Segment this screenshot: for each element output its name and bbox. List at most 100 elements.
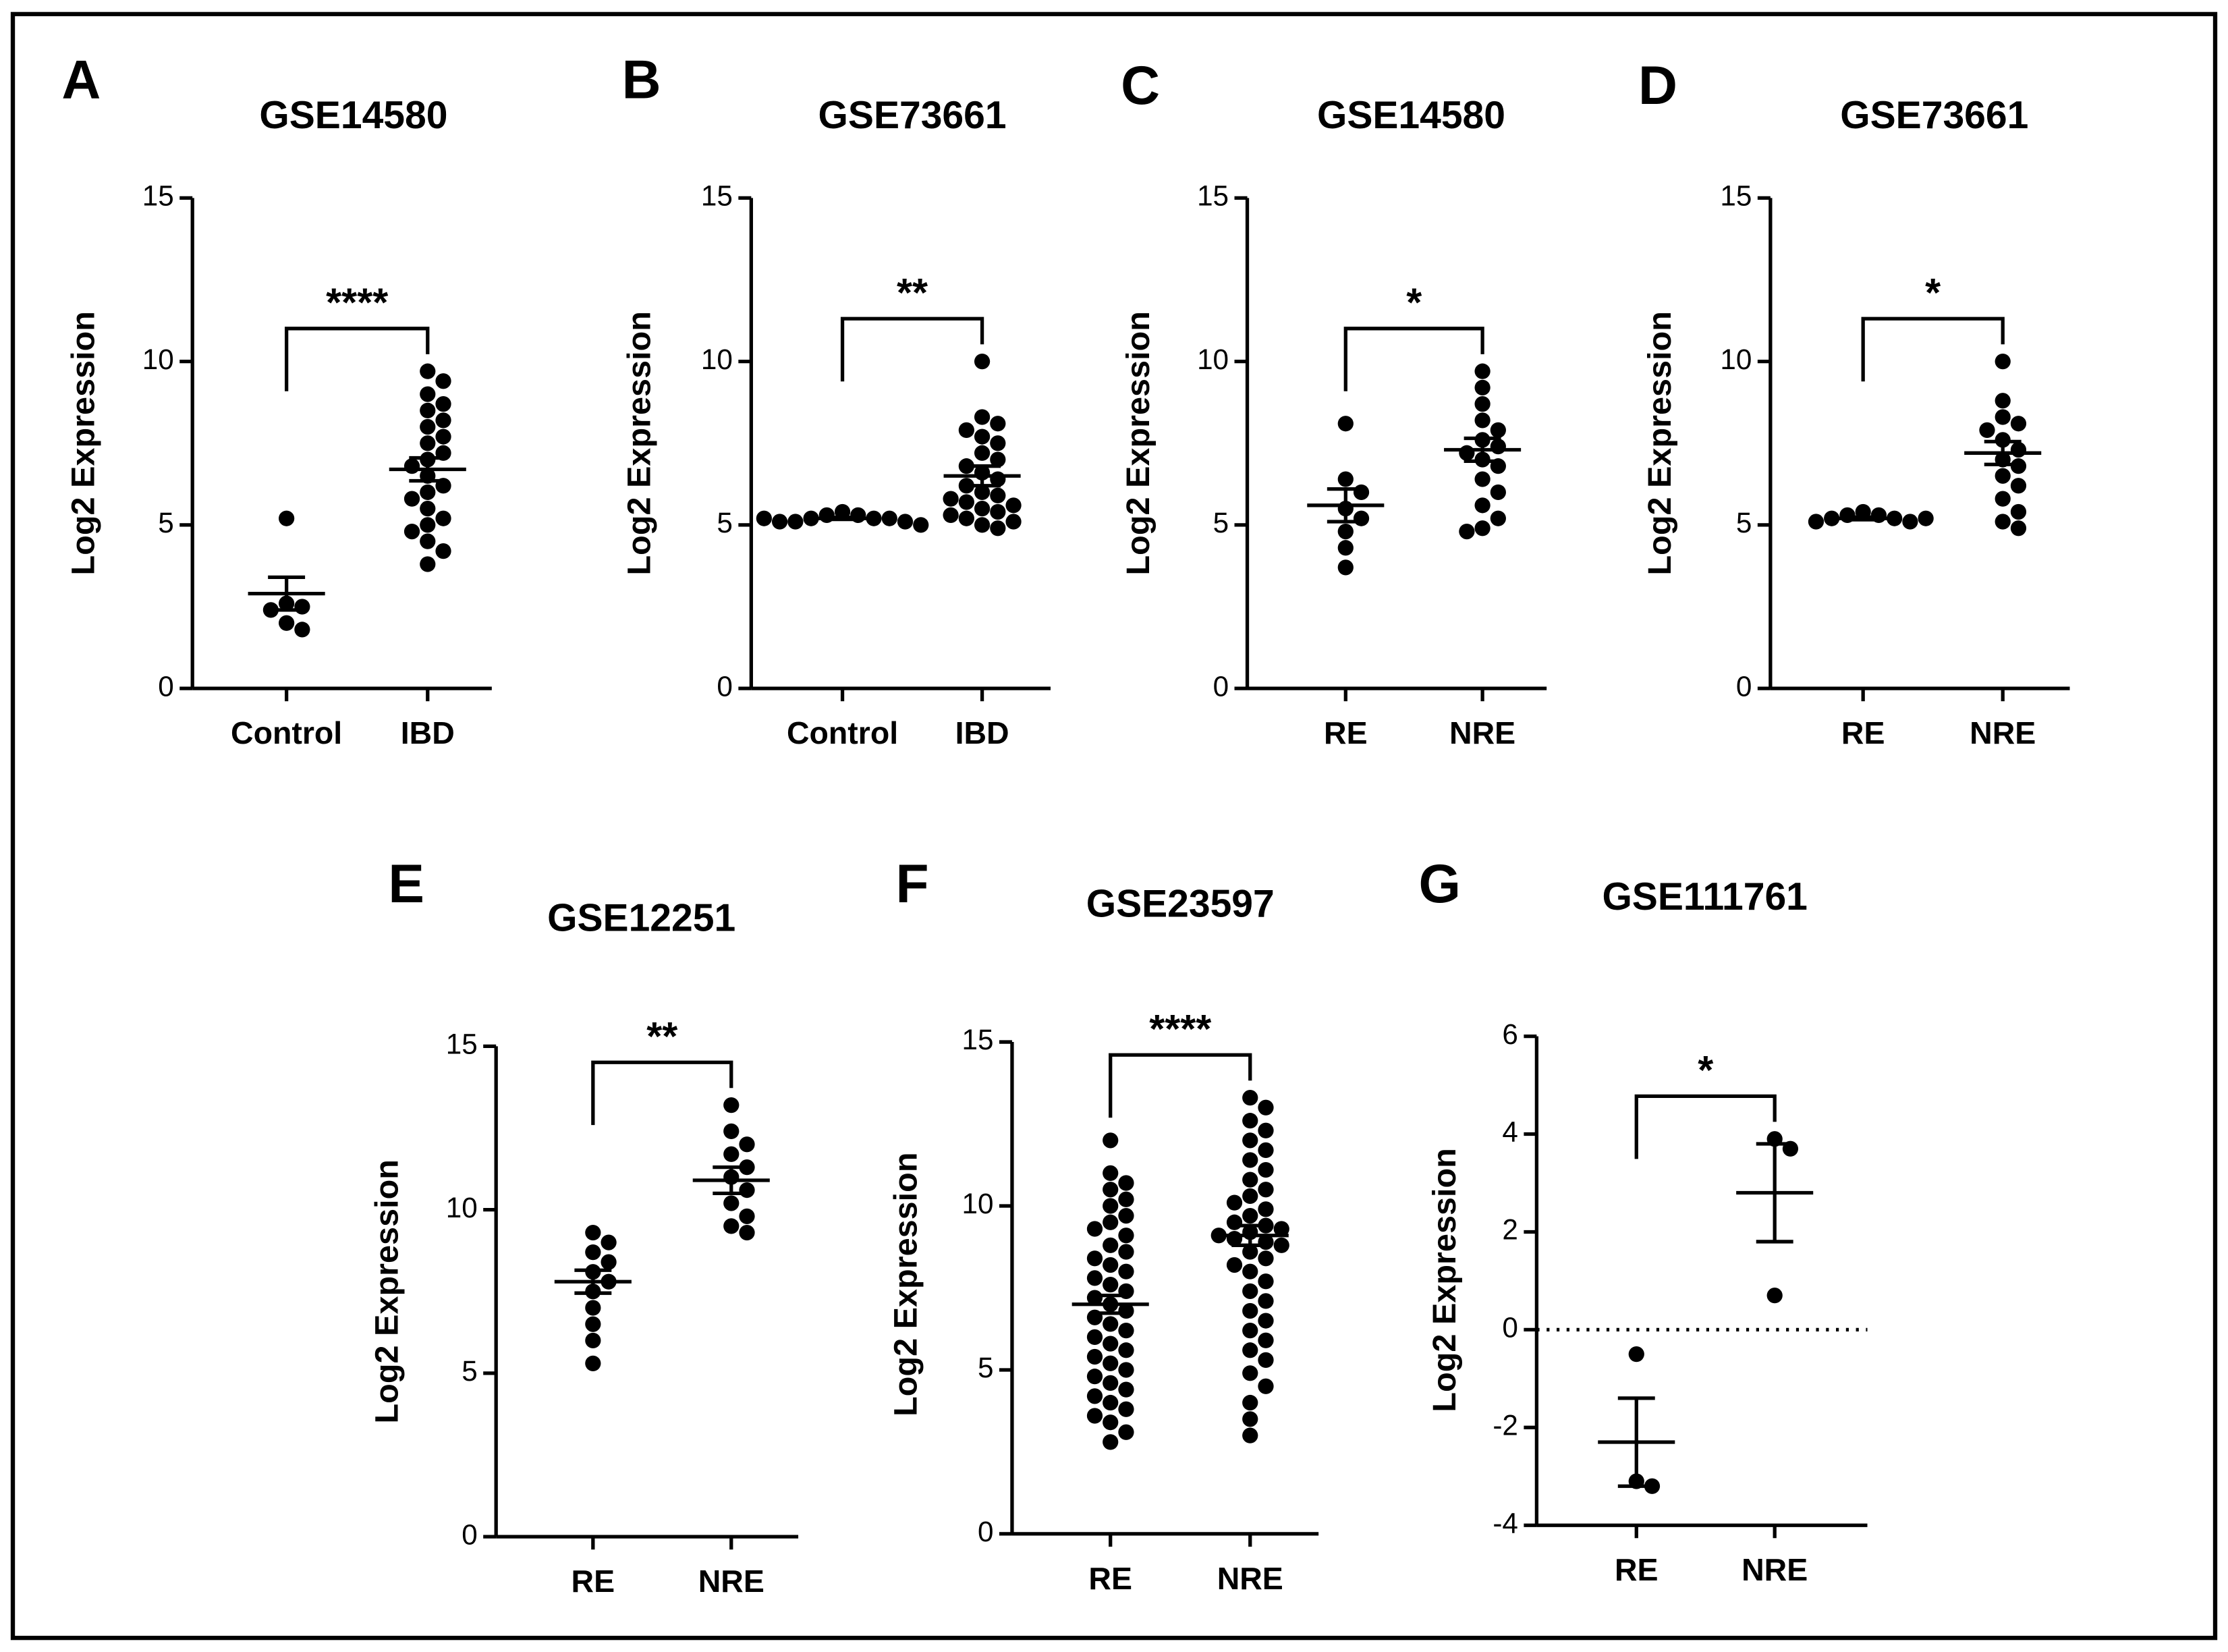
y-tick-label: 15 — [1720, 180, 1752, 212]
data-point — [1103, 1414, 1119, 1431]
data-point — [1086, 1250, 1103, 1267]
x-tick-label: Control — [787, 715, 898, 750]
data-point — [1103, 1336, 1119, 1352]
panel-letter: C — [1121, 55, 1160, 116]
sem-bar — [268, 575, 306, 612]
y-tick-label: -4 — [1493, 1507, 1518, 1539]
data-point — [990, 416, 1006, 432]
data-point — [1118, 1323, 1134, 1339]
data-point — [1118, 1424, 1134, 1440]
data-point — [1258, 1201, 1274, 1217]
data-point — [1474, 520, 1491, 536]
data-point — [897, 514, 914, 530]
data-point — [1258, 1273, 1274, 1290]
significance-bracket — [840, 316, 984, 382]
data-point — [1490, 510, 1506, 526]
data-point — [1086, 1329, 1103, 1345]
x-tick-label: RE — [1615, 1552, 1659, 1587]
data-point — [1103, 1257, 1119, 1273]
significance-bracket — [1861, 316, 2005, 382]
data-point — [1118, 1342, 1134, 1358]
data-point — [1242, 1365, 1258, 1381]
y-tick-label: 5 — [1736, 507, 1752, 539]
data-point — [1258, 1293, 1274, 1309]
data-point — [723, 1146, 740, 1162]
x-tick-label: RE — [1088, 1561, 1132, 1596]
data-point — [585, 1224, 601, 1241]
x-tick-label: Control — [231, 715, 342, 750]
data-point — [1242, 1188, 1258, 1205]
data-point — [1995, 514, 2011, 530]
y-axis-label: Log2 Expression — [1426, 1148, 1463, 1412]
sem-bar — [713, 1165, 750, 1196]
sem-bar — [824, 516, 862, 522]
panel-letter: E — [388, 854, 424, 914]
y-tick-label: 5 — [978, 1352, 994, 1383]
panel-letter: D — [1638, 55, 1677, 116]
data-point — [1086, 1221, 1103, 1237]
y-tick-label: 10 — [701, 343, 733, 375]
data-point — [585, 1316, 601, 1332]
data-point — [403, 458, 420, 474]
data-point — [1118, 1263, 1134, 1279]
data-point — [1766, 1288, 1783, 1304]
data-point — [1242, 1113, 1258, 1129]
data-point — [723, 1218, 740, 1234]
data-point — [403, 523, 420, 540]
data-point — [1103, 1214, 1119, 1230]
data-point — [1995, 409, 2011, 425]
x-tick-label: NRE — [1449, 715, 1515, 750]
data-point — [1103, 1434, 1119, 1450]
data-point — [1474, 379, 1491, 396]
data-point — [420, 556, 436, 572]
x-tick-label: NRE — [1742, 1552, 1808, 1587]
data-point — [1118, 1244, 1134, 1260]
data-point — [990, 487, 1006, 503]
data-point — [1086, 1408, 1103, 1424]
data-point — [1337, 471, 1354, 487]
data-point — [1226, 1214, 1243, 1230]
data-point — [1337, 416, 1354, 432]
data-point — [279, 615, 295, 631]
data-point — [1995, 468, 2011, 484]
significance-label: **** — [1149, 1006, 1211, 1051]
data-point — [420, 435, 436, 451]
data-point — [420, 517, 436, 533]
sem-bar — [409, 456, 447, 483]
data-point — [771, 514, 788, 530]
sem-bar — [1092, 1294, 1130, 1315]
data-point — [2010, 416, 2027, 432]
data-point — [1118, 1401, 1134, 1417]
data-point — [420, 533, 436, 549]
data-point — [435, 543, 451, 559]
data-point — [1103, 1316, 1119, 1332]
y-tick-label: 5 — [158, 507, 173, 539]
data-point — [1459, 445, 1475, 461]
data-point — [974, 517, 991, 533]
sem-bar — [574, 1268, 612, 1295]
significance-label: * — [1925, 270, 1941, 315]
data-point — [601, 1234, 617, 1250]
data-point — [1353, 484, 1370, 501]
data-point — [1103, 1237, 1119, 1253]
data-point — [943, 507, 959, 523]
data-point — [1242, 1302, 1258, 1319]
data-point — [585, 1244, 601, 1261]
data-point — [1490, 438, 1506, 455]
y-tick-label: 5 — [717, 507, 732, 539]
y-axis-label: Log2 Expression — [888, 1152, 924, 1416]
data-point — [420, 501, 436, 517]
data-point — [990, 435, 1006, 451]
chart-title: GSE14580 — [259, 94, 447, 137]
y-tick-label: 0 — [462, 1518, 478, 1550]
x-tick-label: RE — [572, 1564, 615, 1599]
data-point — [1459, 523, 1475, 540]
data-point — [974, 354, 991, 370]
data-point — [1474, 363, 1491, 379]
significance-label: * — [1406, 280, 1422, 325]
data-point — [1226, 1257, 1243, 1273]
data-point — [1103, 1394, 1119, 1411]
data-point — [990, 451, 1006, 468]
panel-letter: A — [61, 50, 101, 111]
y-tick-label: 0 — [717, 670, 732, 702]
